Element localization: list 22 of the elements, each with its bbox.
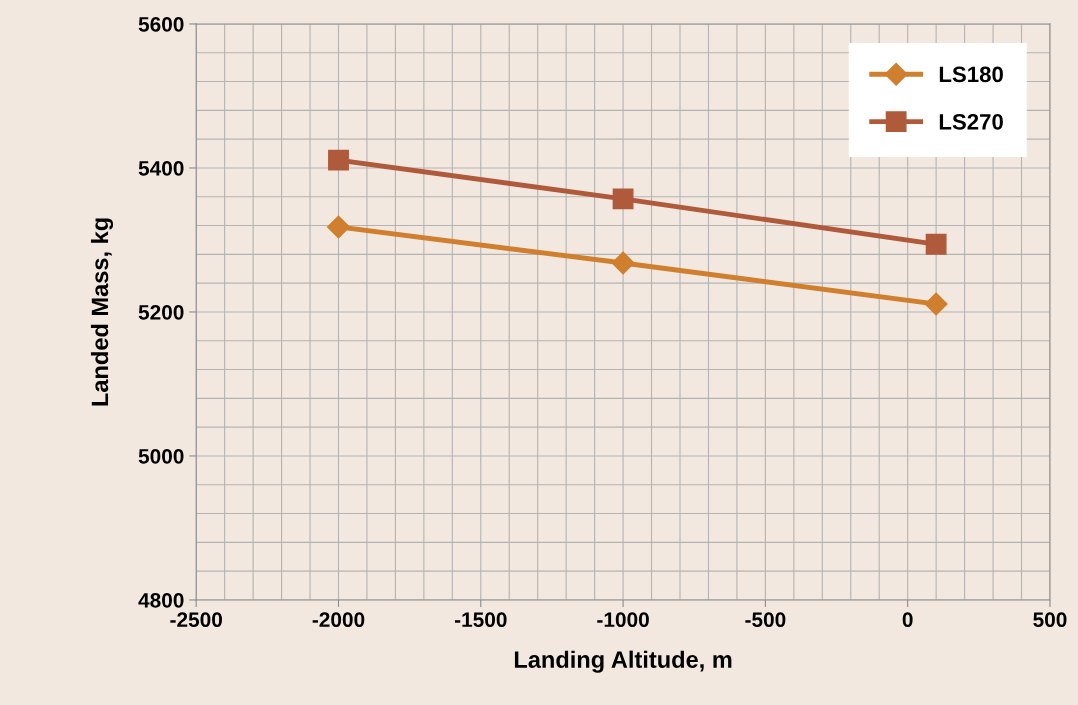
- point: [924, 292, 948, 316]
- x-tick-label: -500: [745, 612, 786, 628]
- y-tick-label: 5200: [138, 304, 184, 320]
- legend-label: LS270: [939, 113, 1003, 130]
- point: [925, 233, 947, 255]
- x-tick-label: -2000: [312, 612, 365, 628]
- y-tick-label: 4800: [138, 592, 184, 608]
- y-axis-title: Landed Mass, kg: [90, 218, 114, 406]
- x-tick-label: 500: [1033, 612, 1067, 628]
- point: [612, 188, 634, 210]
- point: [611, 251, 635, 275]
- y-tick-label: 5400: [138, 160, 184, 176]
- x-tick-label: -1000: [597, 612, 649, 628]
- y-tick-label: 5000: [138, 448, 184, 464]
- point: [328, 149, 349, 171]
- x-tick-label: -2500: [170, 612, 222, 628]
- point: [326, 215, 350, 239]
- x-axis-title: Landing Altitude, m: [514, 650, 732, 673]
- x-tick-label: 0: [902, 612, 913, 628]
- x-tick-label: -1500: [454, 612, 507, 628]
- legend-label: LS180: [939, 66, 1003, 83]
- y-tick-label: 5600: [138, 16, 184, 32]
